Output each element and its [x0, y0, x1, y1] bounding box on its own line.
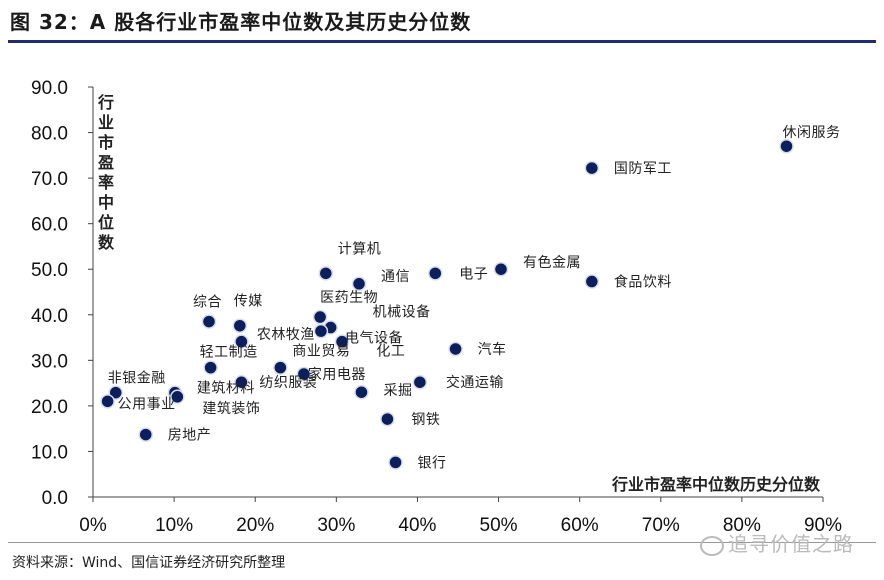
x-axis: 0% 10% 20% 30% 40% 50% 60% 70% 80% 90%: [79, 496, 842, 536]
x-tick-label: 50%: [480, 515, 518, 536]
point-label: 建筑装饰: [202, 401, 260, 417]
data-point: [203, 360, 218, 375]
data-point: [584, 274, 600, 289]
y-axis-title: 行业市盈率中位数: [97, 93, 115, 252]
point-label: 轻工制造: [200, 345, 258, 361]
point-label: 交通运输: [446, 374, 504, 391]
point-label: 银行: [418, 455, 447, 471]
x-axis-title: 行业市盈率中位数历史分位数: [611, 475, 821, 494]
data-points: [100, 138, 794, 470]
y-tick-label: 30.0: [31, 351, 68, 372]
point-label: 商业贸易: [292, 344, 350, 360]
y-tick-label: 90.0: [31, 78, 68, 99]
data-point: [296, 366, 312, 382]
data-point: [313, 323, 329, 339]
data-point: [100, 394, 115, 409]
point-label: 医药生物: [320, 290, 378, 306]
y-tick-label: 0.0: [42, 488, 68, 509]
point-label: 通信: [381, 269, 410, 285]
x-tick-label: 90%: [804, 515, 842, 536]
data-point: [428, 266, 443, 281]
point-label: 机械设备: [373, 304, 431, 321]
data-point: [493, 261, 509, 277]
data-point: [388, 455, 403, 470]
point-label: 传媒: [234, 294, 263, 310]
data-point: [380, 411, 395, 427]
source-note: 资料来源：Wind、国信证券经济研究所整理: [12, 555, 286, 571]
data-point: [354, 384, 369, 400]
point-label: 电气设备: [345, 330, 403, 347]
x-tick-label: 0%: [79, 515, 107, 536]
data-point: [448, 341, 463, 357]
point-label: 房地产: [168, 428, 212, 444]
data-point: [273, 360, 288, 375]
data-point: [351, 276, 367, 292]
point-label: 钢铁: [411, 412, 440, 428]
page-title: 图 32：A 股各行业市盈率中位数及其历史分位数: [10, 10, 472, 34]
data-point: [584, 160, 600, 176]
data-point: [170, 389, 185, 405]
point-label: 计算机: [338, 241, 382, 257]
x-tick-label: 30%: [317, 515, 355, 536]
y-tick-label: 20.0: [31, 397, 68, 418]
data-point: [201, 314, 217, 329]
y-tick-label: 50.0: [31, 260, 68, 281]
y-axis: 0.0 10.0 20.0 30.0 40.0 50.0 60.0 70.0 80.0 90.0: [31, 78, 94, 509]
y-tick-label: 60.0: [31, 215, 68, 236]
footer-divider: [8, 542, 876, 543]
point-label: 家用电器: [308, 366, 366, 383]
point-label: 公用事业: [118, 396, 176, 412]
x-tick-label: 10%: [155, 515, 193, 536]
data-point: [334, 334, 350, 349]
x-tick-label: 20%: [236, 515, 274, 536]
data-point: [234, 374, 249, 390]
point-label: 建筑材料: [197, 381, 255, 397]
point-label: 非银金融: [108, 371, 166, 387]
point-label: 有色金属: [523, 254, 581, 271]
data-point: [108, 385, 123, 400]
point-label: 汽车: [478, 341, 507, 358]
data-point: [232, 318, 248, 333]
data-point: [412, 374, 428, 390]
y-tick-label: 70.0: [31, 169, 68, 190]
point-label: 采掘: [383, 383, 412, 399]
y-tick-label: 80.0: [31, 124, 68, 145]
data-point: [312, 309, 328, 325]
y-tick-label: 40.0: [31, 306, 68, 327]
x-tick-label: 40%: [398, 515, 436, 536]
watermark: 追寻价值之路: [700, 528, 854, 557]
x-tick-label: 80%: [723, 515, 761, 536]
point-label: 综合: [193, 295, 222, 311]
data-point: [779, 138, 794, 154]
wechat-icon: [700, 535, 724, 556]
data-point: [234, 334, 249, 349]
point-label: 休闲服务: [783, 125, 841, 141]
point-label: 农林牧渔: [257, 327, 315, 343]
point-label: 纺织服装: [259, 375, 317, 391]
data-point: [318, 266, 334, 281]
watermark-text: 追寻价值之路: [728, 532, 854, 556]
point-label: 化工: [376, 344, 405, 360]
data-point: [138, 427, 153, 442]
point-label: 食品饮料: [614, 274, 672, 291]
x-tick-label: 70%: [642, 515, 680, 536]
point-label: 电子: [459, 266, 488, 282]
y-tick-label: 10.0: [31, 442, 68, 463]
scatter-chart: 0.010.020.030.040.050.060.070.080.090.0 …: [31, 78, 842, 536]
point-label: 国防军工: [614, 161, 672, 177]
title-divider: [8, 40, 876, 43]
x-tick-label: 60%: [561, 515, 599, 536]
